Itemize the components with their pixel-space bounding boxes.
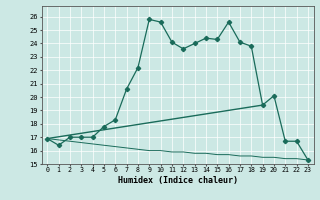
X-axis label: Humidex (Indice chaleur): Humidex (Indice chaleur)	[118, 176, 237, 185]
